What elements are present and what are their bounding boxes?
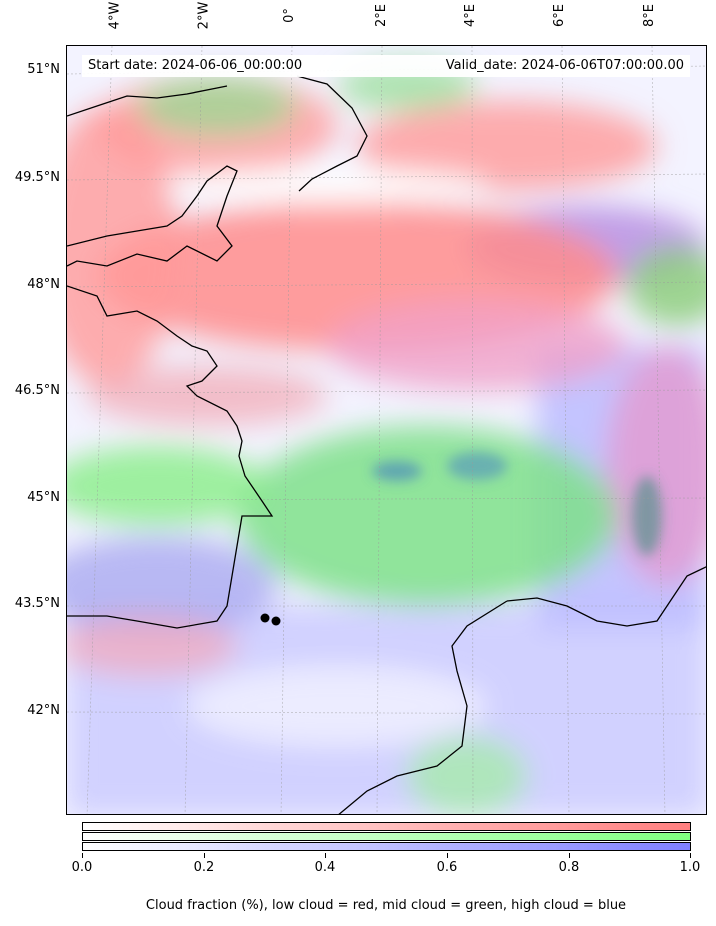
lat-label-49-5n: 49.5°N — [14, 170, 60, 185]
tickmark-4 — [569, 853, 570, 858]
colorbar-tick-1: 0.2 — [193, 860, 215, 875]
lat-label-48n: 48°N — [27, 277, 60, 292]
lon-label-2e: 2°E — [374, 4, 389, 27]
colorbar-tick-2: 0.4 — [314, 860, 336, 875]
lon-label-8e: 8°E — [642, 4, 657, 27]
tickmark-1 — [204, 853, 205, 858]
colorbar-tick-4: 0.8 — [558, 860, 580, 875]
colorbar-tick-5: 1.0 — [679, 860, 701, 875]
valid-date-label: Valid_date: 2024-06-06T07:00:00.00 — [445, 58, 684, 73]
lat-label-43-5n: 43.5°N — [14, 596, 60, 611]
lat-label-51n: 51°N — [27, 62, 60, 77]
high-cloud-colorbar — [82, 842, 691, 851]
lon-label-2w: 2°W — [196, 1, 212, 30]
tickmark-2 — [325, 853, 326, 858]
low-cloud-colorbar — [82, 822, 691, 831]
start-date-label: Start date: 2024-06-06_00:00:00 — [88, 58, 303, 73]
marker-dot-1 — [260, 613, 270, 623]
colorbar-tick-3: 0.6 — [436, 860, 458, 875]
map-canvas — [67, 46, 706, 814]
lon-label-4w: 4°W — [107, 1, 123, 30]
tickmark-3 — [447, 853, 448, 858]
colorbar-caption: Cloud fraction (%), low cloud = red, mid… — [145, 898, 627, 913]
tickmark-0 — [82, 853, 83, 858]
lon-label-4e: 4°E — [463, 4, 478, 27]
marker-dot-2 — [271, 616, 281, 626]
colorbar-tick-0: 0.0 — [71, 860, 93, 875]
cloud-fraction-map — [66, 45, 707, 815]
tickmark-5 — [690, 853, 691, 858]
lat-label-46-5n: 46.5°N — [14, 383, 60, 398]
mid-cloud-colorbar — [82, 832, 691, 841]
lat-label-45n: 45°N — [27, 490, 60, 505]
date-header: Start date: 2024-06-06_00:00:00 Valid_da… — [82, 55, 690, 77]
lat-label-42n: 42°N — [27, 703, 60, 718]
lon-label-6e: 6°E — [552, 4, 567, 27]
lon-label-0: 0° — [281, 8, 297, 23]
